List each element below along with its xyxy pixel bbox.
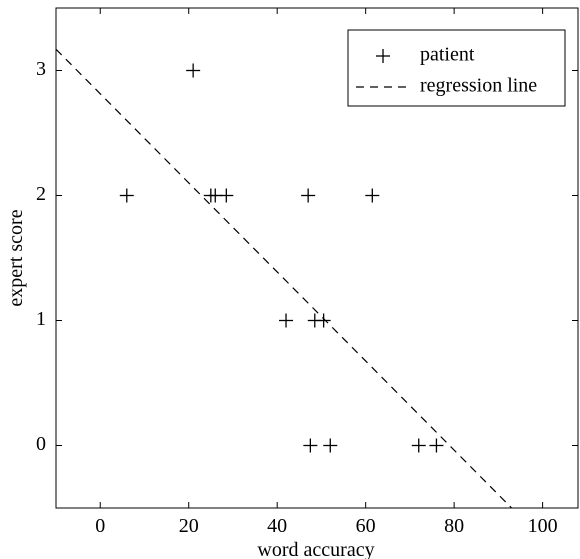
y-tick-label: 0 <box>36 433 46 455</box>
data-point <box>219 188 234 203</box>
x-tick-label: 80 <box>444 515 464 537</box>
regression-line <box>56 48 513 508</box>
x-tick-label: 40 <box>267 515 287 537</box>
legend-patient-marker <box>376 49 390 63</box>
legend-box <box>347 29 566 107</box>
data-point <box>411 438 426 453</box>
x-axis-label: word accuracy <box>257 539 374 559</box>
y-tick-label: 3 <box>36 58 46 80</box>
data-point <box>303 438 318 453</box>
data-point <box>429 438 444 453</box>
data-point <box>323 438 338 453</box>
legend-plus-marker <box>376 49 390 63</box>
data-point <box>119 188 134 203</box>
x-tick-label: 20 <box>179 515 199 537</box>
data-point <box>365 188 380 203</box>
y-axis-label: expert score <box>5 209 27 306</box>
legend-label-regression: regression line <box>420 75 537 97</box>
legend: patient regression line <box>347 29 566 107</box>
data-point <box>186 63 201 78</box>
plot-frame <box>55 7 579 509</box>
y-tick-label: 1 <box>36 308 46 330</box>
x-tick-label: 100 <box>528 515 558 537</box>
data-point <box>301 188 316 203</box>
data-point <box>316 313 331 328</box>
legend-label-patient: patient <box>420 44 475 66</box>
x-tick-label: 0 <box>95 515 105 537</box>
data-point <box>279 313 294 328</box>
y-tick-label: 2 <box>36 183 46 205</box>
x-tick-label: 60 <box>356 515 376 537</box>
